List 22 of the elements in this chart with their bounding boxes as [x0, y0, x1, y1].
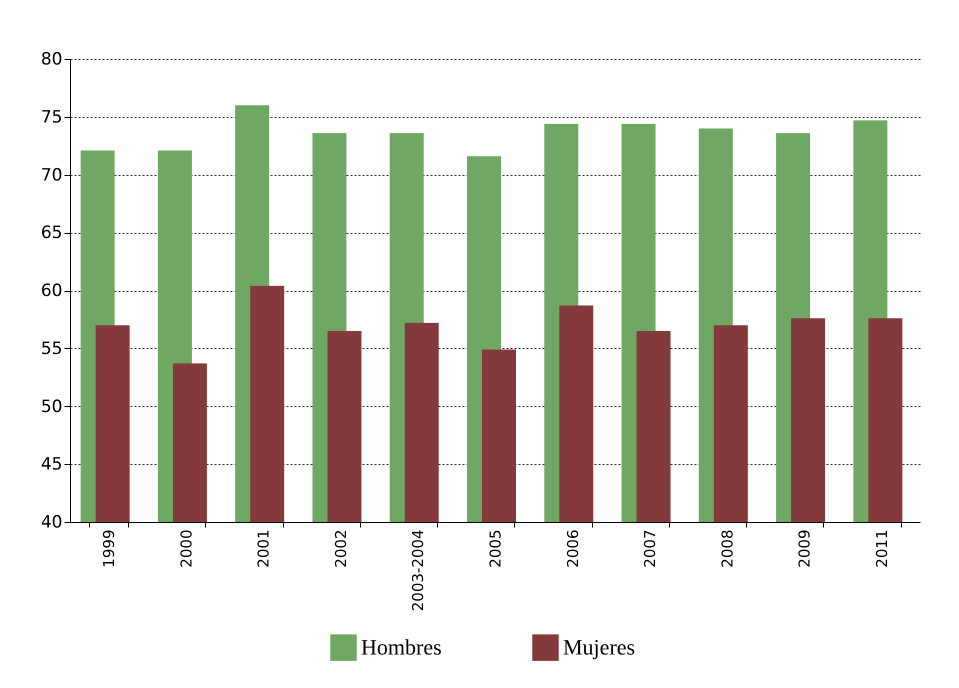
y-tick-label: 40	[40, 512, 62, 532]
y-tick-label: 55	[40, 338, 62, 359]
y-tick-label: 70	[40, 165, 62, 186]
y-tick-label: 60	[40, 281, 62, 301]
y-tick-label: 50	[40, 396, 62, 417]
x-tick-label: 2002	[332, 530, 350, 568]
y-tick-label: 65	[40, 223, 62, 244]
x-tick-label: 2000	[177, 530, 196, 568]
x-tick-label: 2009	[796, 530, 814, 568]
x-tick-label: 2006	[564, 530, 582, 568]
x-tick-label: 1999	[100, 530, 118, 568]
x-tick-label: 2008	[718, 530, 736, 568]
x-tick-label: 2005	[486, 530, 504, 568]
x-tick-label: 2011	[872, 530, 891, 568]
x-tick-label: 2007	[641, 530, 660, 568]
x-tick-label: 2003-2004	[409, 530, 428, 612]
x-tick-label: 2001	[254, 530, 273, 568]
legend-label: Hombres	[361, 634, 442, 660]
y-tick-label: 80	[40, 50, 62, 70]
y-tick-label: 45	[40, 454, 62, 475]
legend-label: Mujeres	[563, 634, 636, 660]
y-tick-label: 75	[40, 107, 62, 128]
